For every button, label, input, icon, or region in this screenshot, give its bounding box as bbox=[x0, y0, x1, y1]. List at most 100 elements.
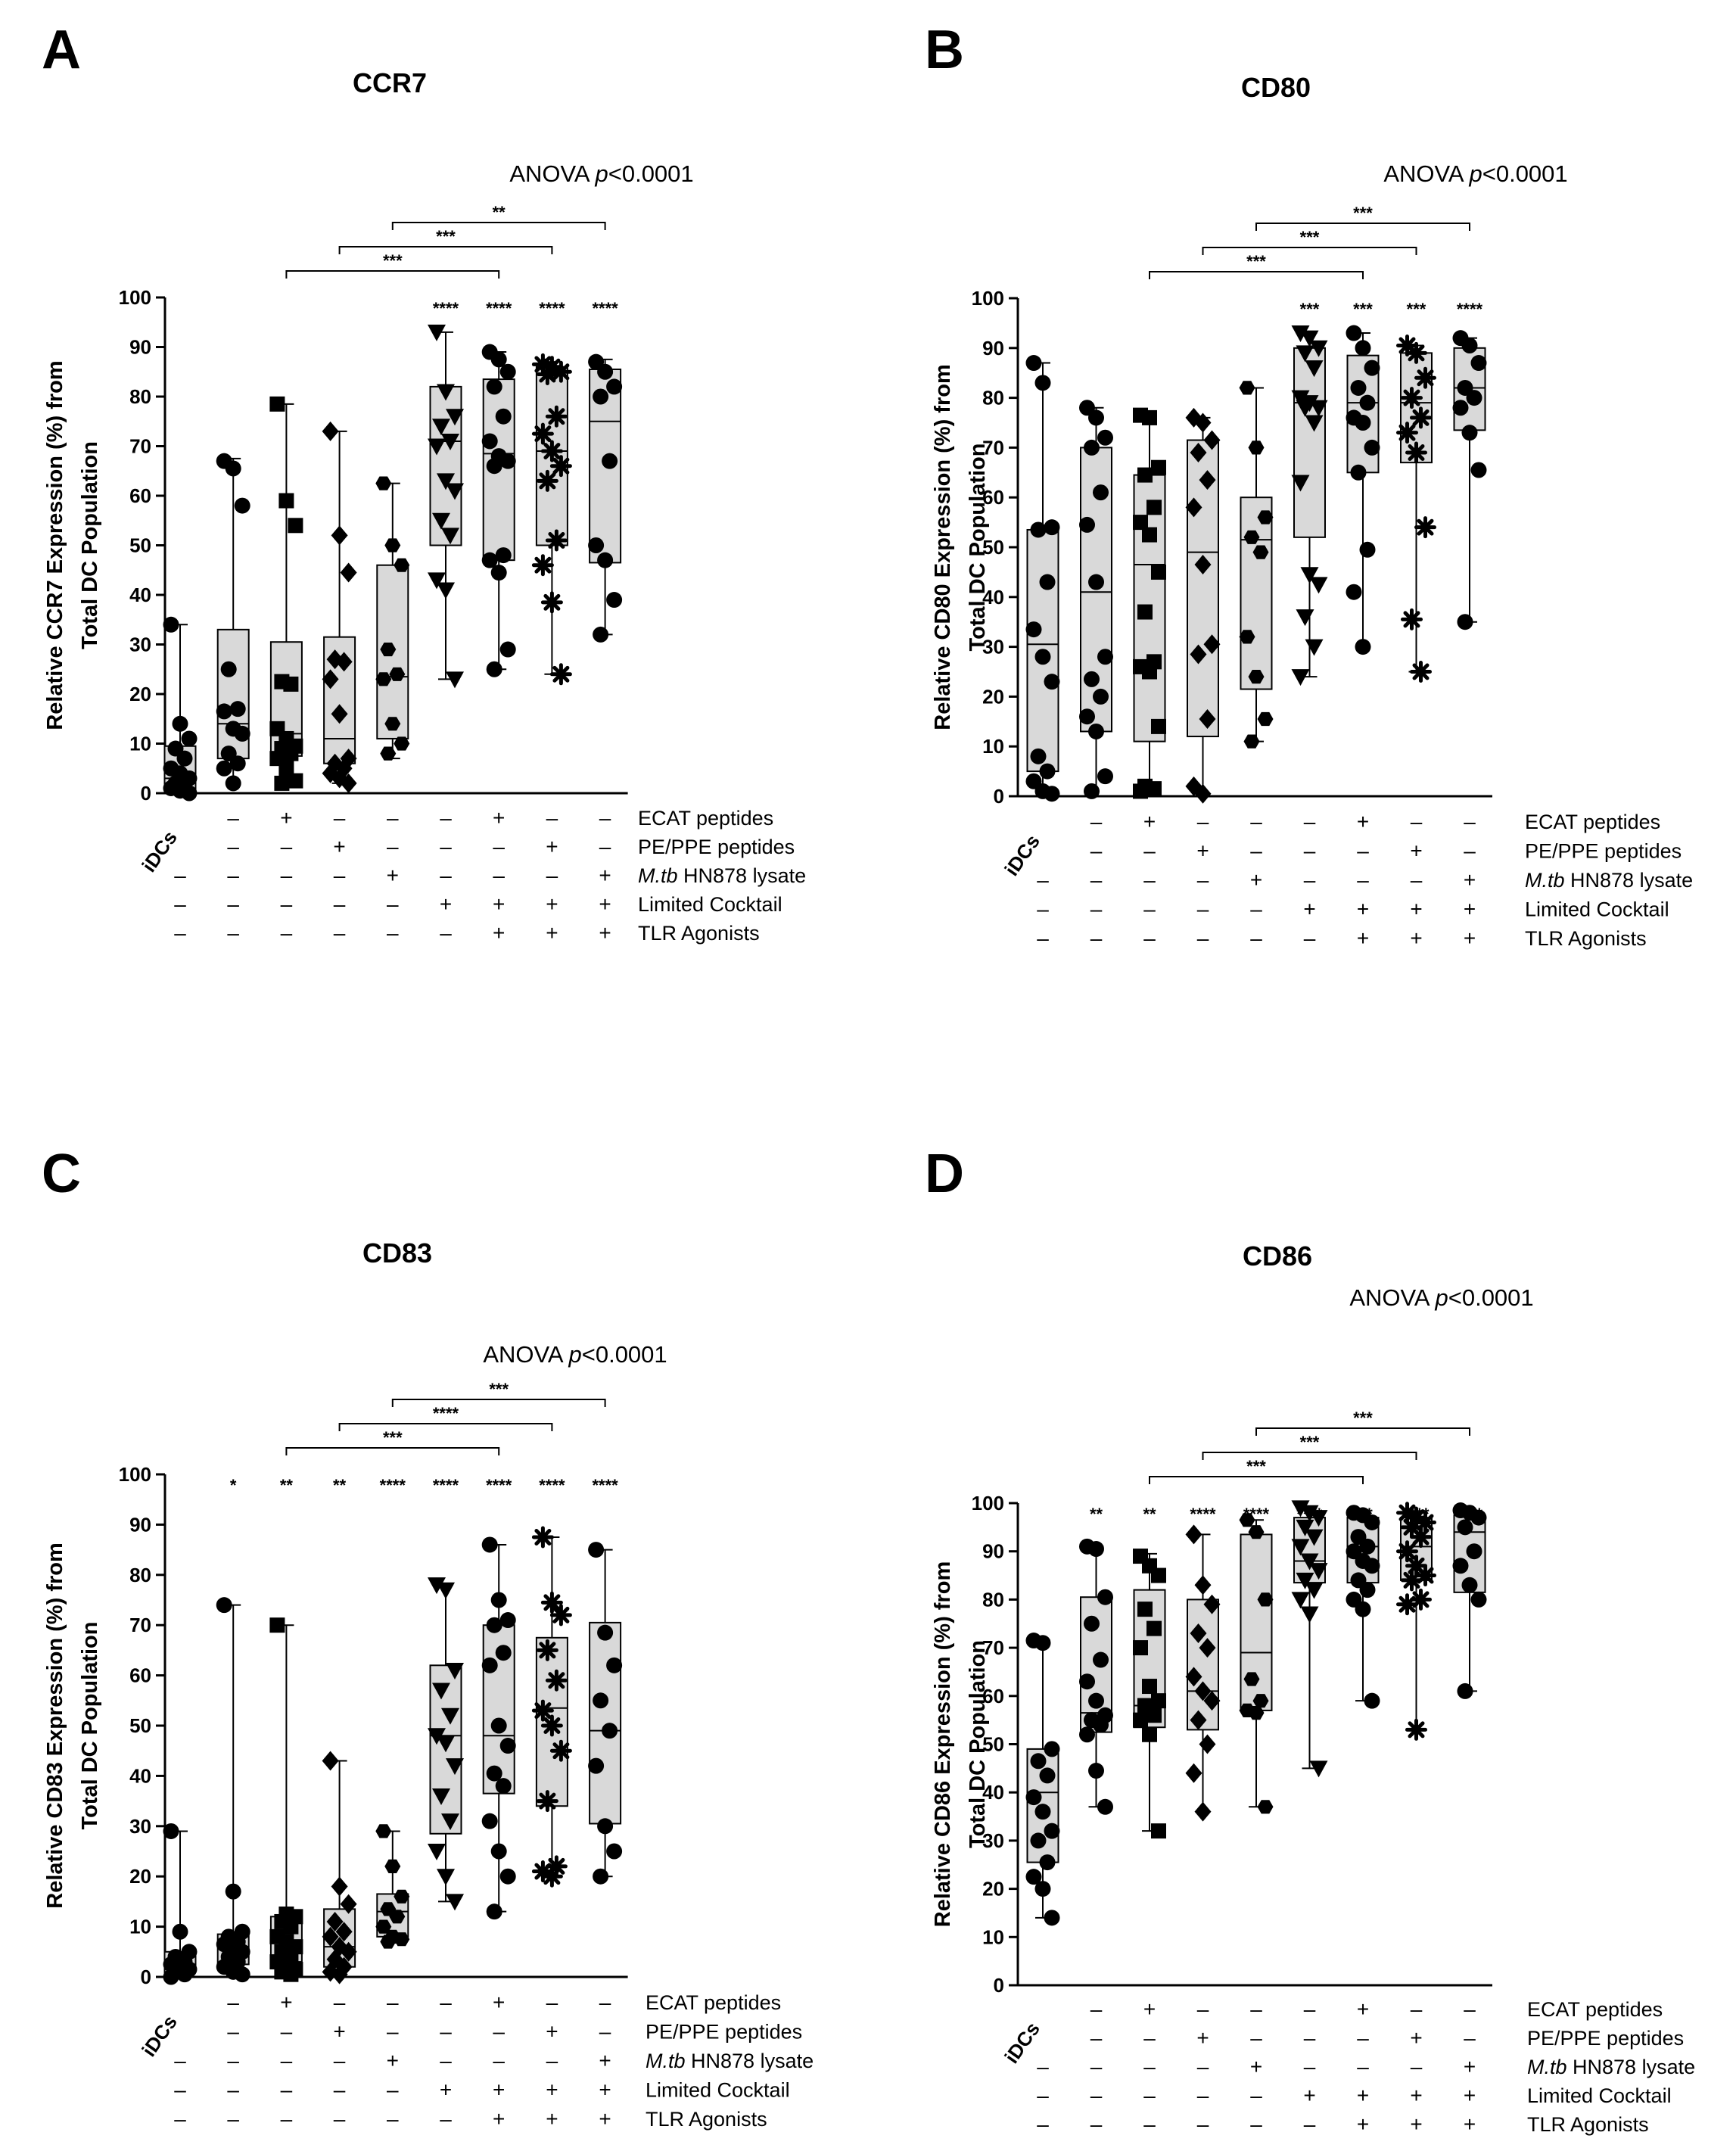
panel-b-sign: – bbox=[1090, 926, 1103, 950]
panel-a-sign: + bbox=[493, 892, 505, 916]
panel-a-sign: – bbox=[281, 892, 293, 916]
data-point bbox=[486, 1904, 502, 1920]
panel-a-group-1 bbox=[163, 616, 198, 802]
data-point bbox=[322, 1751, 339, 1771]
data-point bbox=[322, 421, 339, 441]
data-point bbox=[1248, 670, 1265, 684]
data-point bbox=[1296, 1572, 1314, 1589]
bracket-line bbox=[338, 246, 553, 254]
panel-b-sign: – bbox=[1143, 898, 1156, 921]
panel-c-sign: + bbox=[599, 2078, 611, 2102]
data-point bbox=[1185, 497, 1202, 518]
data-point bbox=[1097, 649, 1113, 665]
data-point bbox=[1461, 338, 1478, 354]
panel-a-ytick-label: 30 bbox=[129, 633, 151, 656]
data-point bbox=[588, 1757, 605, 1774]
panel-c-sign: – bbox=[387, 2078, 399, 2102]
data-point bbox=[1088, 1763, 1104, 1779]
data-point bbox=[181, 785, 198, 802]
data-point bbox=[597, 363, 614, 380]
condition-rest: HN878 lysate bbox=[678, 864, 807, 887]
panel-d-sign: – bbox=[1143, 2026, 1156, 2050]
panel-c-sign: – bbox=[546, 2049, 558, 2072]
bracket-line bbox=[285, 270, 500, 279]
data-point bbox=[1151, 1567, 1166, 1583]
data-point bbox=[1030, 521, 1047, 538]
star-core bbox=[557, 1611, 565, 1619]
panel-c-ytick-label: 90 bbox=[129, 1513, 151, 1536]
data-point bbox=[428, 1844, 446, 1860]
panel-a-sign: + bbox=[280, 806, 292, 830]
panel-d-group-2 bbox=[1079, 1538, 1113, 1815]
panel-c-group-6 bbox=[428, 1577, 464, 1911]
panel-b-sign: – bbox=[1304, 810, 1316, 833]
panel-a-bracket-1: *** bbox=[285, 251, 500, 279]
panel-c-ytick-label: 60 bbox=[129, 1664, 151, 1687]
panel-c-sign: + bbox=[599, 2107, 611, 2131]
panel-d-sign: + bbox=[1303, 2084, 1315, 2107]
panel-a-sign: – bbox=[387, 892, 399, 916]
data-point bbox=[331, 1964, 348, 1984]
star-core bbox=[1412, 349, 1420, 357]
anova-suffix: <0.0001 bbox=[608, 160, 694, 187]
data-point bbox=[588, 537, 605, 553]
data-point bbox=[606, 378, 623, 395]
data-point bbox=[1355, 1601, 1371, 1617]
panel-a-sign: – bbox=[227, 835, 239, 858]
data-point bbox=[1025, 1789, 1042, 1806]
data-point bbox=[1470, 462, 1487, 478]
data-point bbox=[481, 552, 498, 568]
data-point bbox=[1243, 1672, 1260, 1686]
panel-b-ytick-label: 20 bbox=[982, 685, 1004, 708]
data-point bbox=[549, 360, 572, 383]
panel-d-sign: – bbox=[1090, 1997, 1103, 2021]
data-point bbox=[380, 643, 397, 657]
panel-c-condition-4: Limited Cocktail bbox=[646, 2079, 790, 2102]
panel-d-sign: – bbox=[1037, 2084, 1049, 2107]
data-point bbox=[1300, 567, 1319, 584]
panel-d-sign: – bbox=[1304, 2055, 1316, 2078]
data-point bbox=[428, 572, 446, 590]
data-point bbox=[588, 1542, 605, 1558]
data-point bbox=[340, 1894, 357, 1914]
data-point bbox=[1470, 355, 1487, 372]
data-point bbox=[486, 378, 502, 395]
anova-prefix: ANOVA bbox=[1383, 160, 1469, 187]
data-point bbox=[437, 1582, 455, 1599]
panel-c-sign: – bbox=[281, 2020, 293, 2044]
anova-suffix: <0.0001 bbox=[1482, 160, 1568, 187]
panel-b-group-3 bbox=[1133, 407, 1166, 799]
data-point bbox=[499, 1868, 516, 1885]
panel-c-sign: + bbox=[546, 2078, 558, 2102]
data-point bbox=[495, 1645, 512, 1661]
panel-b-group-8 bbox=[1396, 335, 1436, 683]
panel-b-ytick-label: 80 bbox=[982, 387, 1004, 409]
panel-d-ytick-label: 70 bbox=[982, 1636, 1004, 1659]
panel-a-group-6 bbox=[428, 324, 464, 689]
bracket-label: *** bbox=[383, 1428, 403, 1447]
data-point bbox=[283, 1966, 299, 1982]
panel-a-sign: + bbox=[546, 835, 558, 858]
panel-c-sig-label: **** bbox=[433, 1476, 459, 1495]
data-point bbox=[1364, 1514, 1380, 1530]
panel-b-condition-2: PE/PPE peptides bbox=[1525, 840, 1682, 863]
data-point bbox=[1291, 1500, 1310, 1518]
data-point bbox=[490, 1717, 507, 1734]
panel-a-sign: + bbox=[599, 892, 611, 916]
star-core bbox=[548, 1722, 556, 1729]
panel-a-sign: – bbox=[227, 806, 239, 830]
data-point bbox=[394, 736, 410, 751]
panel-b-sign: + bbox=[1250, 868, 1262, 892]
data-point bbox=[1137, 604, 1153, 620]
data-point bbox=[1146, 781, 1162, 797]
panel-c-sign: – bbox=[281, 2107, 293, 2131]
panel-a-title: CCR7 bbox=[353, 67, 427, 98]
panel-a-sign: + bbox=[440, 892, 452, 916]
anova-p: p bbox=[1434, 1284, 1448, 1311]
data-point bbox=[176, 750, 193, 767]
data-point bbox=[1133, 515, 1148, 531]
data-point bbox=[394, 1889, 410, 1904]
panel-b-condition-3: M.tb HN878 lysate bbox=[1525, 869, 1693, 892]
panel-d-ytick-label: 80 bbox=[982, 1588, 1004, 1611]
bracket-label: *** bbox=[489, 1380, 509, 1399]
